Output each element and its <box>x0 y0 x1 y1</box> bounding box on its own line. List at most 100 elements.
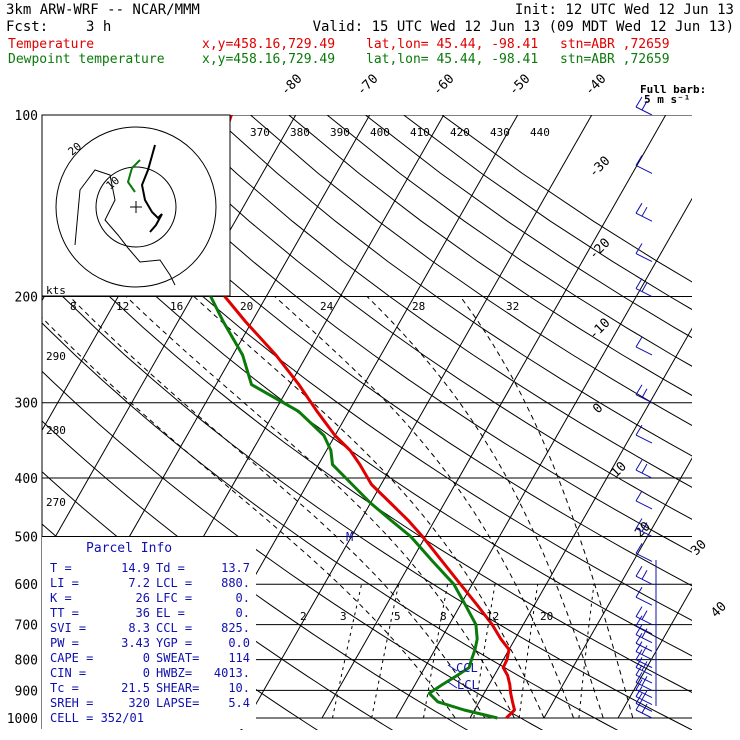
moist-adiabat <box>69 296 486 719</box>
isotherm <box>42 115 297 562</box>
m-level-marker: M <box>346 530 353 544</box>
theta-left-label: 280 <box>46 424 66 437</box>
wind-barb <box>635 615 653 635</box>
moist-adiabat <box>274 296 575 719</box>
barb-legend-line2: 5 m s⁻¹ <box>644 93 690 106</box>
barb-legend-line1: Full barb: <box>640 83 706 96</box>
speed-tick-label: 20 <box>240 300 253 313</box>
parcel-label: EL = <box>156 606 185 620</box>
parcel-label: LFC = <box>156 591 192 605</box>
parcel-label: CELL = 352/01 <box>50 711 144 725</box>
dry-adiabat <box>42 182 692 657</box>
parcel-label: SWEAT= <box>156 651 199 665</box>
theta-label: 440 <box>530 126 550 139</box>
parcel-value: 5.4 <box>228 696 250 710</box>
speed-tick-label: 28 <box>412 300 425 313</box>
wind-barb <box>635 624 653 644</box>
wind-barb <box>635 490 653 510</box>
parcel-label: PW = <box>50 636 79 650</box>
wind-barb <box>635 664 653 684</box>
parcel-label: HWBZ= <box>156 666 192 680</box>
valid-time: Valid: 15 UTC Wed 12 Jun 13 (09 MDT Wed … <box>313 19 734 35</box>
hodograph-outer-trace <box>74 169 176 286</box>
hodograph-units: kts <box>46 284 66 297</box>
speed-tick-label: 8 <box>70 300 77 313</box>
parcel-label: CIN = <box>50 666 86 680</box>
pressure-label-200: 200 <box>15 291 38 306</box>
wind-barb <box>635 649 653 669</box>
parcel-value: 320 <box>128 696 150 710</box>
ccl-marker: CCL <box>456 661 478 675</box>
dry-adiabat <box>135 115 692 520</box>
parcel-label: K = <box>50 591 72 605</box>
isotherm-label: 40 <box>708 599 730 621</box>
lcl-marker-tick <box>447 681 458 689</box>
dry-adiabat <box>173 115 692 488</box>
parcel-label: LI = <box>50 576 79 590</box>
wind-barb <box>635 672 653 691</box>
temperature-xy: x,y=458.16,729.49 <box>202 37 335 52</box>
wind-barb <box>635 679 653 699</box>
parcel-label: Tc = <box>50 681 79 695</box>
parcel-value: 0. <box>236 606 250 620</box>
parcel-value: 21.5 <box>121 681 150 695</box>
wind-barb <box>635 459 653 479</box>
dewpoint-latlon: lat,lon= 45.44, -98.41 <box>366 52 538 67</box>
wind-barb <box>635 384 653 404</box>
forecast-label: Fcst: <box>6 19 48 35</box>
parcel-row: LI = 7.2 LCL = 880. <box>50 576 250 590</box>
wind-barb <box>635 518 653 537</box>
isotherm <box>247 115 593 719</box>
parcel-value: 880. <box>221 576 250 590</box>
isotherm <box>691 716 692 718</box>
isotherm-label: -20 <box>586 236 613 263</box>
isotherm-label: 30 <box>688 537 710 559</box>
parcel-value: 36 <box>136 606 150 620</box>
parcel-row: PW = 3.43 YGP = 0.0 <box>50 636 250 650</box>
isotherm-label: -80 <box>278 72 305 99</box>
pressure-label-500: 500 <box>15 530 38 545</box>
parcel-row: CIN = 0 HWBZ= 4013. <box>50 666 250 680</box>
theta-left-label: 270 <box>46 496 66 509</box>
speed-tick-label: 16 <box>170 300 183 313</box>
forecast-hours: 3 h <box>86 19 111 35</box>
theta-label: 420 <box>450 126 470 139</box>
parcel-value: 0 <box>143 666 150 680</box>
parcel-value: 4013. <box>214 666 250 680</box>
wind-barb <box>635 202 653 222</box>
parcel-value: 114 <box>228 651 250 665</box>
speed-tick-label: 24 <box>320 300 334 313</box>
isotherm-label: -10 <box>586 316 613 343</box>
parcel-label: SVI = <box>50 621 86 635</box>
dry-adiabat <box>365 115 692 339</box>
isotherm <box>395 197 692 719</box>
dry-adiabat <box>42 274 692 730</box>
dry-adiabat <box>42 137 692 621</box>
isotherm-label: -40 <box>582 72 609 99</box>
mixing-ratio-line <box>578 584 595 719</box>
theta-label: 390 <box>330 126 350 139</box>
mixing-ratio-label: 8 <box>440 610 447 623</box>
hodograph-speed-ticks: 8 12 16 20 24 28 32 <box>70 300 519 313</box>
lcl-marker: LCL <box>457 678 479 692</box>
pressure-label-700: 700 <box>15 619 38 634</box>
parcel-value: 0. <box>236 591 250 605</box>
isotherm <box>617 587 692 719</box>
parcel-label: CCL = <box>156 621 192 635</box>
wind-barb <box>635 657 653 676</box>
theta-label: 430 <box>490 126 510 139</box>
ccl-marker-tick <box>447 664 458 672</box>
parcel-row: SVI = 8.3 CCL = 825. <box>50 621 250 635</box>
parcel-row: K = 26 LFC = 0. <box>50 591 250 605</box>
hodograph-trace <box>140 144 163 233</box>
dry-adiabat <box>326 115 692 367</box>
parcel-value: 10. <box>228 681 250 695</box>
pressure-label-400: 400 <box>15 472 38 487</box>
init-time: Init: 12 UTC Wed 12 Jun 13 <box>515 2 734 18</box>
parcel-info-title: Parcel Info <box>86 541 172 556</box>
theta-left-labels: 290 280 270 <box>46 350 66 509</box>
parcel-row: T = 14.9 Td = 13.7 <box>50 561 250 575</box>
pressure-label-100: 100 <box>15 109 38 124</box>
parcel-label: LCL = <box>156 576 192 590</box>
